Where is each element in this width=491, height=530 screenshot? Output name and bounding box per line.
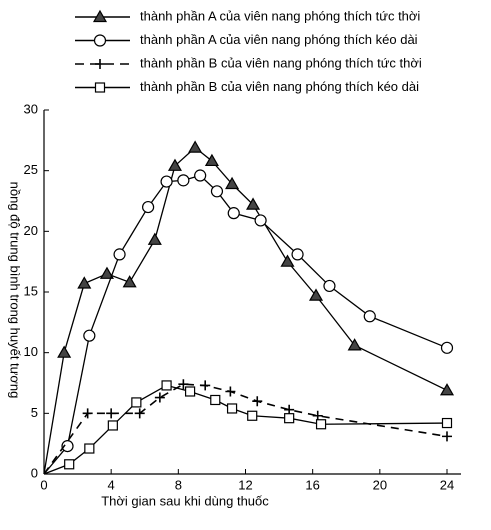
marker-plus (95, 59, 105, 69)
marker-circle (210, 185, 224, 198)
marker-circle (440, 341, 454, 354)
marker-circle (363, 310, 376, 323)
marker-circle (254, 214, 267, 227)
marker-circle (177, 174, 190, 187)
marker-square (84, 443, 95, 454)
y-tick-label: 5 (31, 405, 38, 420)
x-axis-label: Thời gian sau khi dùng thuốc (101, 493, 269, 508)
marker-circle (93, 34, 107, 47)
x-tick-label: 0 (40, 477, 47, 492)
marker-triangle (347, 338, 362, 351)
marker-circle (227, 207, 240, 220)
marker-triangle (246, 197, 261, 210)
marker-triangle (77, 276, 92, 289)
series-line (43, 174, 448, 475)
y-tick-label: 25 (24, 162, 38, 177)
marker-triangle (280, 254, 295, 267)
marker-square (64, 459, 75, 470)
marker-triangle (99, 266, 115, 279)
marker-triangle (225, 176, 240, 190)
x-tick-label: 12 (238, 477, 252, 492)
marker-triangle (308, 288, 324, 301)
legend-label: thành phần A của viên nang phóng thích t… (140, 8, 420, 23)
legend-label: thành phần B của viên nang phóng thích t… (140, 55, 422, 70)
marker-plus (134, 408, 145, 419)
marker-square (315, 419, 327, 430)
y-tick-label: 15 (24, 283, 38, 298)
marker-plus (106, 408, 117, 419)
marker-circle (291, 248, 304, 261)
series-line (43, 146, 448, 475)
marker-plus (178, 379, 189, 390)
marker-square (161, 380, 172, 391)
marker-square (107, 420, 118, 431)
marker-triangle (147, 232, 162, 245)
marker-circle (160, 175, 173, 188)
x-tick-label: 4 (108, 477, 115, 492)
legend-label: thành phần A của viên nang phóng thích k… (140, 32, 418, 47)
y-tick-label: 30 (24, 101, 38, 116)
marker-circle (194, 169, 207, 182)
marker-square (247, 410, 258, 421)
x-tick-label: 16 (305, 477, 319, 492)
marker-square (210, 394, 221, 406)
marker-plus (442, 431, 452, 442)
marker-plus (252, 396, 263, 407)
marker-plus (200, 380, 211, 391)
legend-label: thành phần B của viên nang phóng thích k… (140, 79, 419, 94)
marker-square (184, 386, 196, 397)
marker-triangle (204, 153, 219, 167)
marker-circle (113, 248, 126, 261)
series-line (43, 384, 448, 475)
y-tick-label: 20 (24, 223, 38, 238)
marker-triangle (92, 9, 108, 23)
marker-square (284, 413, 295, 424)
marker-square (94, 82, 106, 93)
y-tick-label: 0 (31, 465, 38, 480)
marker-triangle (188, 140, 203, 153)
marker-plus (154, 392, 165, 403)
marker-plus (312, 410, 323, 421)
marker-square (226, 403, 238, 414)
marker-circle (83, 329, 96, 342)
marker-triangle (57, 345, 72, 358)
marker-triangle (439, 383, 455, 396)
marker-triangle (167, 158, 183, 171)
series-line (43, 383, 448, 475)
marker-square (441, 417, 453, 429)
y-axis-label: nồng độ trung bình trong huyết tương (8, 182, 23, 399)
marker-circle (142, 200, 155, 214)
x-tick-label: 24 (440, 477, 454, 492)
marker-square (131, 397, 142, 408)
marker-plus (225, 386, 236, 397)
x-tick-label: 8 (175, 477, 182, 492)
marker-circle (323, 279, 336, 293)
x-tick-label: 20 (373, 477, 387, 492)
marker-triangle (122, 275, 137, 288)
marker-circle (61, 439, 74, 453)
marker-plus (82, 408, 93, 419)
marker-plus (284, 404, 295, 415)
y-tick-label: 10 (24, 344, 38, 359)
